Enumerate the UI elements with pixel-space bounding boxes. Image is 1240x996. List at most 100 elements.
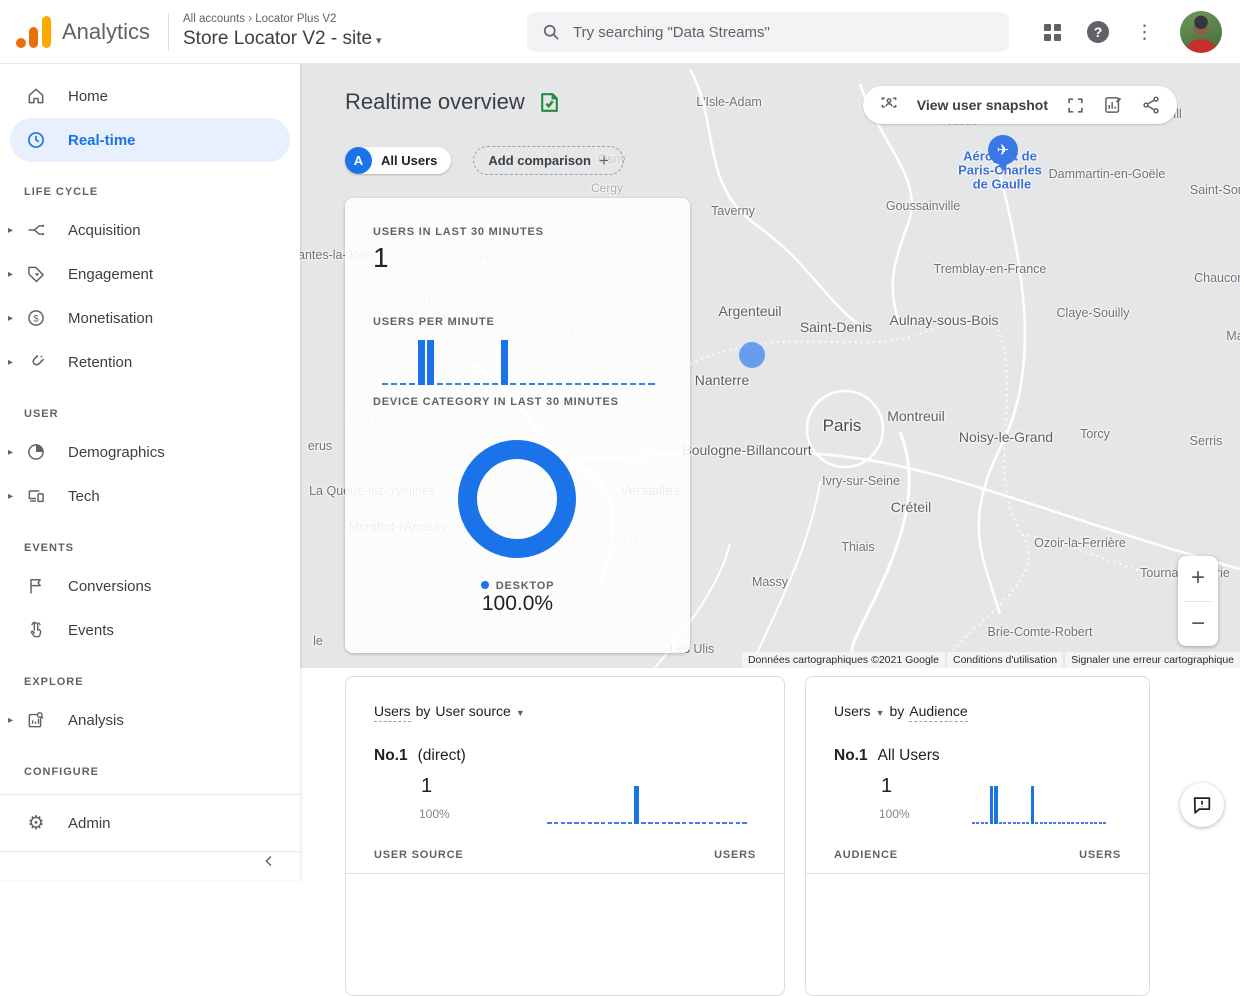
chart-bar	[1030, 782, 1035, 824]
chart-baseline-dash	[1062, 782, 1067, 824]
map-label: Aulnay-sous-Bois	[889, 312, 999, 328]
chart-baseline-dash	[647, 782, 654, 824]
chart-baseline-dash	[1034, 782, 1039, 824]
sidebar-collapse-button[interactable]	[260, 852, 278, 870]
view-user-snapshot-button[interactable]: View user snapshot	[916, 97, 1048, 113]
map-label: de Gaulle	[972, 176, 1032, 192]
sidebar-item-demographics[interactable]: ▸ Demographics	[0, 430, 300, 474]
report-map-error-link[interactable]: Signaler une erreur cartographique	[1065, 652, 1240, 668]
help-icon[interactable]: ?	[1087, 21, 1109, 43]
avatar[interactable]	[1180, 11, 1222, 53]
sidebar-item-label: Real-time	[68, 131, 136, 149]
chart-baseline-dash	[1016, 782, 1021, 824]
map-label: Ozoir-la-Ferrière	[1034, 536, 1126, 550]
chart-baseline-dash	[582, 335, 591, 385]
sidebar-item-realtime[interactable]: Real-time	[10, 118, 290, 162]
chart-baseline-dash	[647, 335, 656, 385]
fullscreen-icon[interactable]	[1066, 96, 1085, 115]
audience-per-minute-chart	[971, 782, 1107, 824]
report-status-ok-icon[interactable]	[537, 90, 562, 115]
zoom-in-button[interactable]: +	[1190, 564, 1205, 592]
sidebar-item-monetisation[interactable]: ▸ $ Monetisation	[0, 296, 300, 340]
metric-selector[interactable]: Users	[374, 703, 411, 722]
breadcrumb-property[interactable]: Locator Plus V2	[255, 13, 337, 26]
source-per-minute-chart	[546, 782, 748, 824]
expand-arrow-icon[interactable]: ▸	[8, 312, 14, 324]
chevron-down-icon: ▼	[515, 708, 525, 718]
sidebar-item-tech[interactable]: ▸ Tech	[0, 474, 300, 518]
dimension-selector[interactable]: Audience	[909, 703, 968, 722]
chevron-down-icon: ▼	[875, 708, 885, 718]
chart-baseline-dash	[592, 335, 601, 385]
chart-baseline-dash	[527, 335, 536, 385]
chart-baseline-dash	[610, 335, 619, 385]
rank-row: No.1 (direct)	[374, 747, 466, 765]
section-heading-user: USER	[24, 408, 59, 420]
expand-arrow-icon[interactable]: ▸	[8, 224, 14, 236]
sidebar-item-admin[interactable]: ⚙ Admin	[0, 801, 300, 845]
chart-baseline-dash	[566, 782, 573, 824]
chart-baseline-dash	[398, 335, 407, 385]
insights-chart-icon[interactable]	[1103, 95, 1123, 115]
chart-baseline-dash	[559, 782, 566, 824]
map-label: Créteil	[890, 499, 932, 515]
expand-arrow-icon[interactable]: ▸	[8, 446, 14, 458]
zoom-out-button[interactable]: −	[1190, 609, 1205, 637]
sidebar-item-analysis[interactable]: ▸ Analysis	[0, 698, 300, 742]
chart-baseline-dash	[1084, 782, 1089, 824]
sidebar-item-home[interactable]: Home	[0, 74, 300, 118]
column-header: USER SOURCE	[374, 849, 464, 861]
tap-events-icon	[24, 620, 48, 640]
chart-baseline-dash	[600, 782, 607, 824]
chart-baseline-dash	[660, 782, 667, 824]
search-input[interactable]: Try searching "Data Streams"	[527, 12, 1009, 52]
breadcrumb[interactable]: All accounts › Locator Plus V2	[183, 13, 382, 26]
map-label: erus	[307, 439, 333, 453]
terms-link[interactable]: Conditions d'utilisation	[946, 652, 1064, 668]
devices-icon	[24, 486, 48, 506]
plane-icon: ✈	[996, 142, 1010, 159]
breadcrumb-account[interactable]: All accounts	[183, 13, 246, 26]
users-by-audience-card: Users ▼ by Audience No.1 All Users 1 100%…	[805, 676, 1150, 996]
map-label: Montreuil	[887, 408, 945, 424]
dimension-selector[interactable]: User source	[435, 703, 511, 719]
rank-value: (direct)	[417, 747, 466, 764]
monetisation-icon: $	[24, 308, 48, 328]
expand-arrow-icon[interactable]: ▸	[8, 714, 14, 726]
chart-baseline-dash	[728, 782, 735, 824]
metric-selector[interactable]: Users	[834, 703, 871, 719]
sidebar-item-label: Admin	[68, 814, 111, 832]
add-comparison-button[interactable]: Add comparison +	[473, 146, 624, 175]
chart-bar	[994, 782, 999, 824]
expand-arrow-icon[interactable]: ▸	[8, 268, 14, 280]
sidebar-item-conversions[interactable]: Conversions	[0, 564, 300, 608]
airport-marker[interactable]: ✈	[988, 135, 1018, 173]
chart-baseline-dash	[1071, 782, 1076, 824]
feedback-button[interactable]	[1180, 783, 1224, 827]
kebab-menu-icon[interactable]: ⋮	[1135, 21, 1154, 43]
header-divider	[168, 12, 169, 51]
sidebar-item-retention[interactable]: ▸ Retention	[0, 340, 300, 384]
column-header: USERS	[714, 849, 756, 861]
sidebar-item-label: Tech	[68, 487, 100, 505]
realtime-map[interactable]: L'Isle-AdamFossesLe Plessis-BellevillAér…	[300, 64, 1240, 668]
analytics-logo[interactable]: Analytics	[0, 13, 168, 51]
card-title[interactable]: Users ▼ by Audience	[834, 703, 968, 722]
map-label: le	[313, 634, 323, 648]
apps-grid-icon[interactable]	[1044, 23, 1061, 41]
sidebar-item-events[interactable]: Events	[0, 608, 300, 652]
map-label: Claye-Souilly	[1056, 306, 1130, 320]
metric-percent: 100%	[879, 807, 910, 821]
sidebar-item-acquisition[interactable]: ▸ Acquisition	[0, 208, 300, 252]
chart-baseline-dash	[463, 335, 472, 385]
comparison-chip-all-users[interactable]: A All Users	[345, 147, 452, 174]
card-title[interactable]: Users by User source ▼	[374, 703, 525, 722]
chevron-left-icon	[265, 855, 272, 867]
chart-baseline-dash	[694, 782, 701, 824]
expand-arrow-icon[interactable]: ▸	[8, 490, 14, 502]
map-label: Ivry-sur-Seine	[822, 474, 900, 488]
expand-arrow-icon[interactable]: ▸	[8, 356, 14, 368]
sidebar-item-engagement[interactable]: ▸ Engagement	[0, 252, 300, 296]
share-icon[interactable]	[1141, 95, 1161, 115]
property-selector[interactable]: Store Locator V2 - site ▾	[183, 28, 382, 50]
